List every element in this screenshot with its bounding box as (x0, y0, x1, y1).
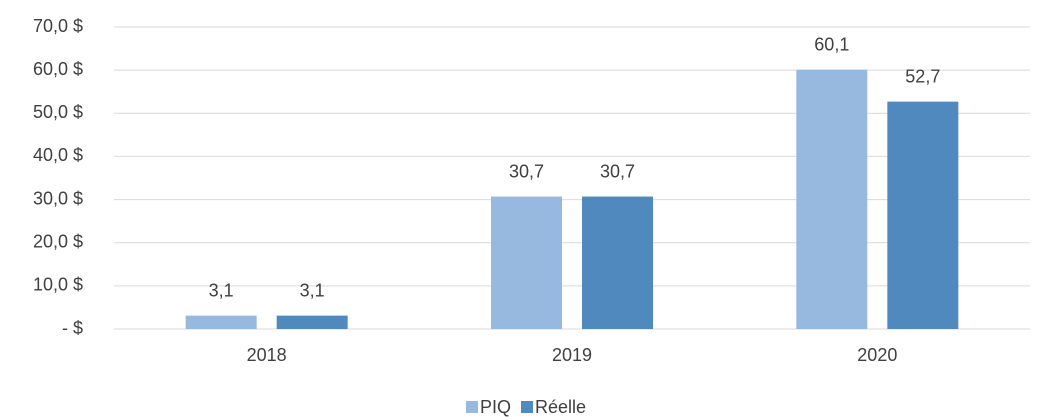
data-label: 3,1 (209, 280, 234, 300)
y-tick-label: 30,0 $ (33, 188, 83, 208)
bar (491, 196, 562, 329)
bar (582, 196, 653, 329)
y-tick-label: 20,0 $ (33, 231, 83, 251)
y-tick-label: - $ (62, 318, 83, 338)
y-tick-label: 70,0 $ (33, 16, 83, 36)
y-tick-label: 60,0 $ (33, 59, 83, 79)
bar (276, 315, 348, 329)
x-tick-label: 2018 (247, 345, 287, 365)
legend-swatch (521, 401, 534, 413)
legend-swatch (466, 401, 478, 413)
legend-label: PIQ (480, 397, 511, 417)
x-tick-label: 2019 (552, 345, 592, 365)
legend-label: Réelle (535, 397, 586, 417)
y-tick-label: 10,0 $ (33, 275, 83, 295)
data-label: 3,1 (300, 280, 325, 300)
data-label: 30,7 (509, 161, 544, 181)
data-label: 60,1 (814, 34, 849, 54)
bar (185, 315, 257, 329)
bar (887, 101, 959, 329)
data-label: 30,7 (600, 161, 635, 181)
y-tick-label: 50,0 $ (33, 102, 83, 122)
y-tick-label: 40,0 $ (33, 145, 83, 165)
bar (796, 69, 868, 329)
x-tick-label: 2020 (857, 345, 897, 365)
data-label: 52,7 (905, 66, 940, 86)
